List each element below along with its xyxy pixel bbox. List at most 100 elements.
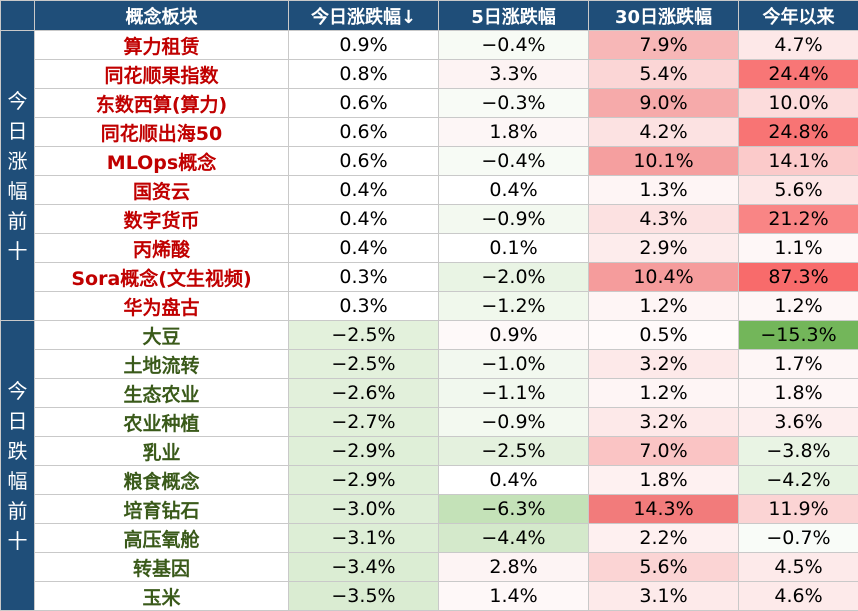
five-day-change-cell: −0.3% [439, 89, 589, 118]
today-change-cell: −3.1% [289, 524, 439, 553]
today-change-cell: 0.4% [289, 176, 439, 205]
table-row[interactable]: 土地流转−2.5%−1.0%3.2%1.7% [1, 350, 858, 379]
today-change-cell: 0.4% [289, 234, 439, 263]
table-row[interactable]: 转基因−3.4%2.8%5.6%4.5% [1, 553, 858, 582]
sector-name[interactable]: 转基因 [35, 553, 289, 582]
ytd-change-cell: 24.8% [739, 118, 858, 147]
header-ytd-change[interactable]: 今年以来 [739, 1, 858, 31]
five-day-change-cell: 2.8% [439, 553, 589, 582]
header-sector[interactable]: 概念板块 [35, 1, 289, 31]
sector-name[interactable]: 农业种植 [35, 408, 289, 437]
table-row[interactable]: 生态农业−2.6%−1.1%1.2%1.8% [1, 379, 858, 408]
ytd-change-cell: −0.7% [739, 524, 858, 553]
sector-name[interactable]: 同花顺出海50 [35, 118, 289, 147]
header-30day-change[interactable]: 30日涨跌幅 [589, 1, 739, 31]
five-day-change-cell: 0.1% [439, 234, 589, 263]
thirty-day-change-cell: 14.3% [589, 495, 739, 524]
thirty-day-change-cell: 1.2% [589, 292, 739, 321]
group-label-char: 十 [1, 236, 34, 266]
thirty-day-change-cell: 2.9% [589, 234, 739, 263]
ytd-change-cell: 1.1% [739, 234, 858, 263]
thirty-day-change-cell: 5.4% [589, 60, 739, 89]
group-label-char: 前 [1, 496, 34, 526]
five-day-change-cell: −0.9% [439, 205, 589, 234]
ytd-change-cell: 1.2% [739, 292, 858, 321]
five-day-change-cell: 3.3% [439, 60, 589, 89]
today-change-cell: −2.6% [289, 379, 439, 408]
ytd-change-cell: 21.2% [739, 205, 858, 234]
thirty-day-change-cell: 9.0% [589, 89, 739, 118]
table-row[interactable]: 东数西算(算力)0.6%−0.3%9.0%10.0% [1, 89, 858, 118]
group-label-char: 日 [1, 116, 34, 146]
sector-name[interactable]: MLOps概念 [35, 147, 289, 176]
table-row[interactable]: Sora概念(文生视频)0.3%−2.0%10.4%87.3% [1, 263, 858, 292]
ytd-change-cell: 10.0% [739, 89, 858, 118]
today-change-cell: 0.3% [289, 292, 439, 321]
group-label-char: 幅 [1, 176, 34, 206]
group-label-char: 幅 [1, 466, 34, 496]
table-row[interactable]: 培育钻石−3.0%−6.3%14.3%11.9% [1, 495, 858, 524]
thirty-day-change-cell: 0.5% [589, 321, 739, 350]
five-day-change-cell: 1.8% [439, 118, 589, 147]
group-label-char: 十 [1, 526, 34, 556]
ytd-change-cell: 4.5% [739, 553, 858, 582]
five-day-change-cell: −2.5% [439, 437, 589, 466]
sector-name[interactable]: 粮食概念 [35, 466, 289, 495]
sector-name[interactable]: Sora概念(文生视频) [35, 263, 289, 292]
sector-name[interactable]: 东数西算(算力) [35, 89, 289, 118]
header-today-change[interactable]: 今日涨跌幅↓ [289, 1, 439, 31]
today-change-cell: 0.4% [289, 205, 439, 234]
today-change-cell: 0.6% [289, 118, 439, 147]
sector-name[interactable]: 大豆 [35, 321, 289, 350]
five-day-change-cell: −2.0% [439, 263, 589, 292]
ytd-change-cell: 3.6% [739, 408, 858, 437]
table-row[interactable]: 农业种植−2.7%−0.9%3.2%3.6% [1, 408, 858, 437]
five-day-change-cell: −0.4% [439, 147, 589, 176]
thirty-day-change-cell: 3.1% [589, 582, 739, 611]
sector-name[interactable]: 算力租赁 [35, 31, 289, 60]
sector-name[interactable]: 数字货币 [35, 205, 289, 234]
sector-name[interactable]: 乳业 [35, 437, 289, 466]
today-change-cell: −2.5% [289, 350, 439, 379]
table-row[interactable]: 乳业−2.9%−2.5%7.0%−3.8% [1, 437, 858, 466]
today-change-cell: 0.3% [289, 263, 439, 292]
ytd-change-cell: 24.4% [739, 60, 858, 89]
five-day-change-cell: 0.4% [439, 176, 589, 205]
sector-name[interactable]: 培育钻石 [35, 495, 289, 524]
today-change-cell: 0.9% [289, 31, 439, 60]
table-row[interactable]: 粮食概念−2.9%0.4%1.8%−4.2% [1, 466, 858, 495]
today-change-cell: −2.9% [289, 466, 439, 495]
table-row[interactable]: 玉米−3.5%1.4%3.1%4.6% [1, 582, 858, 611]
five-day-change-cell: −6.3% [439, 495, 589, 524]
five-day-change-cell: −4.4% [439, 524, 589, 553]
sector-name[interactable]: 玉米 [35, 582, 289, 611]
table-row[interactable]: 高压氧舱−3.1%−4.4%2.2%−0.7% [1, 524, 858, 553]
thirty-day-change-cell: 3.2% [589, 350, 739, 379]
sector-name[interactable]: 高压氧舱 [35, 524, 289, 553]
thirty-day-change-cell: 2.2% [589, 524, 739, 553]
header-5day-change[interactable]: 5日涨跌幅 [439, 1, 589, 31]
today-change-cell: 0.6% [289, 89, 439, 118]
sector-name[interactable]: 同花顺果指数 [35, 60, 289, 89]
ytd-change-cell: 4.6% [739, 582, 858, 611]
sector-name[interactable]: 生态农业 [35, 379, 289, 408]
thirty-day-change-cell: 4.3% [589, 205, 739, 234]
sector-name[interactable]: 丙烯酸 [35, 234, 289, 263]
sector-name[interactable]: 国资云 [35, 176, 289, 205]
thirty-day-change-cell: 5.6% [589, 553, 739, 582]
five-day-change-cell: −0.4% [439, 31, 589, 60]
ytd-change-cell: 4.7% [739, 31, 858, 60]
sector-name[interactable]: 华为盘古 [35, 292, 289, 321]
group-label-top-losers: 今日跌幅前十 [1, 321, 35, 611]
table-row[interactable]: 今日跌幅前十大豆−2.5%0.9%0.5%−15.3% [1, 321, 858, 350]
group-label-char: 前 [1, 206, 34, 236]
sector-name[interactable]: 土地流转 [35, 350, 289, 379]
